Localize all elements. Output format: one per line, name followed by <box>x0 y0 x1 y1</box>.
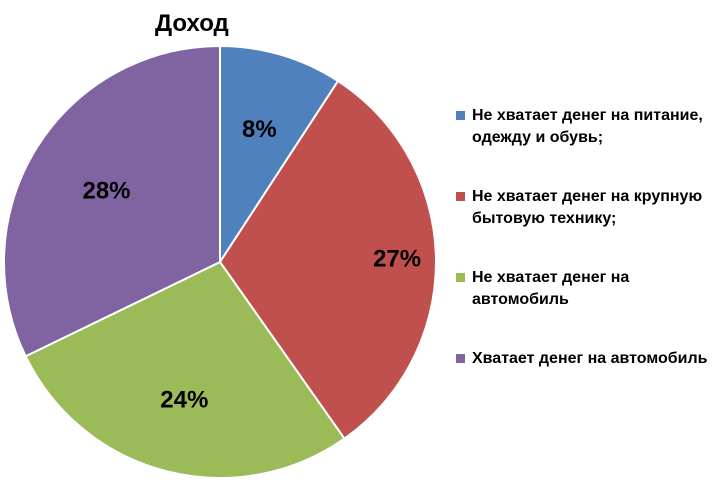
slice-label: 8% <box>242 116 277 143</box>
legend-swatch <box>456 354 465 363</box>
legend-label: Хватает денег на автомобиль <box>472 350 708 367</box>
slice-label: 24% <box>160 387 208 414</box>
legend-swatch <box>456 273 465 282</box>
chart-title: Доход <box>155 10 229 37</box>
legend-label: Не хватает денег на автомобиль <box>472 269 630 308</box>
pie-slice <box>219 80 437 440</box>
pie-slice <box>2 45 221 358</box>
legend-label: Не хватает денег на крупную бытовую техн… <box>472 188 703 227</box>
legend-swatch <box>456 192 465 201</box>
legend-label: Не хватает денег на питание, одежду и об… <box>472 107 703 146</box>
slice-label: 28% <box>82 177 130 204</box>
slice-label: 27% <box>373 245 421 272</box>
pie-slice <box>219 45 339 263</box>
legend-swatch <box>456 111 465 120</box>
pie-slice <box>24 261 346 479</box>
